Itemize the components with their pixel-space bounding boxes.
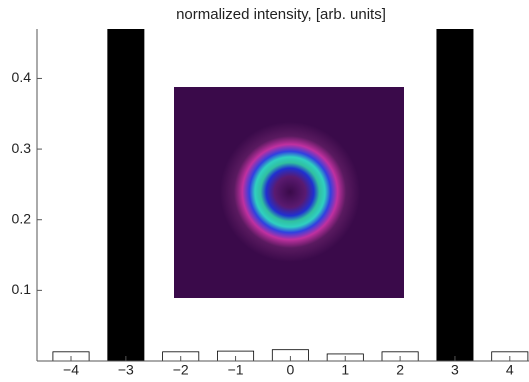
y-tick-label: 0.4 [12,69,32,85]
x-tick-label: 1 [341,362,349,377]
x-tick-label: −1 [228,362,244,377]
inset-ring [174,87,404,298]
y-tick-label: 0.3 [12,140,32,156]
bar [437,29,473,361]
x-tick-label: −2 [173,362,189,377]
x-tick-label: −4 [63,362,79,377]
x-tick-label: −3 [118,362,134,377]
page: {"chart_data": {"type": "bar", "title": … [0,0,529,382]
y-tick-label: 0.1 [12,281,32,297]
chart-title: normalized intensity, [arb. units] [176,6,386,23]
chart: normalized intensity, [arb. units] 0.1 0.… [0,0,529,377]
bar [108,29,144,361]
x-tick-label: 4 [506,362,514,377]
y-tick-label: 0.2 [12,210,32,226]
x-tick-label: 0 [287,362,295,377]
x-tick-label: 3 [451,362,459,377]
x-tick-label: 2 [396,362,404,377]
